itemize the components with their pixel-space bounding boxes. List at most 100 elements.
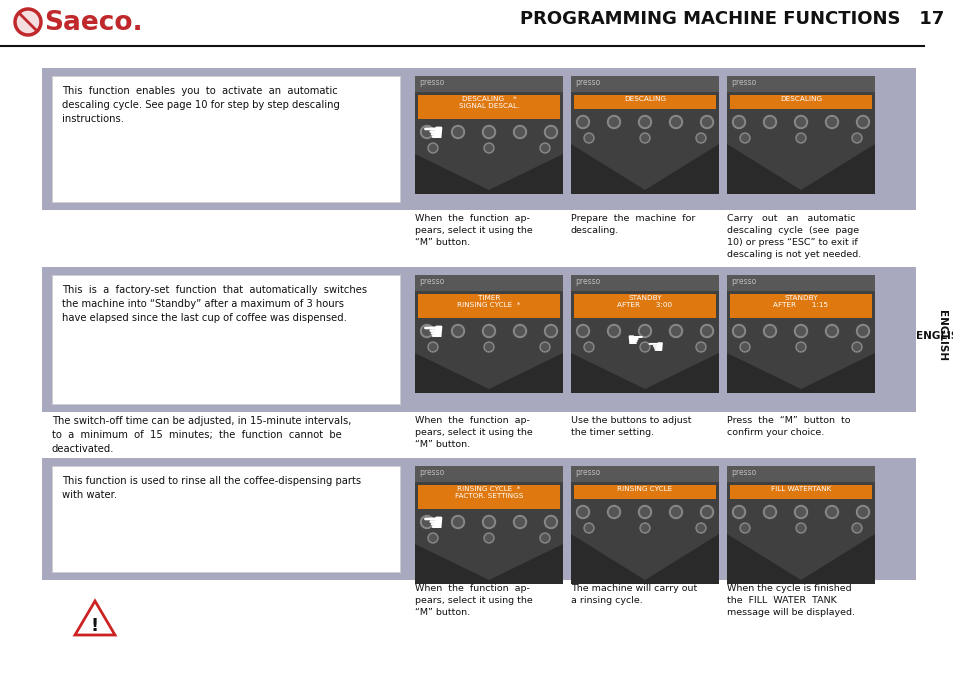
Circle shape [669, 324, 681, 337]
Circle shape [764, 507, 774, 516]
Text: When the cycle is finished
the  FILL  WATER  TANK
message will be displayed.: When the cycle is finished the FILL WATE… [726, 584, 854, 617]
Bar [729, 95, 871, 109]
Circle shape [429, 343, 436, 351]
Bar [729, 294, 871, 318]
Circle shape [671, 507, 679, 516]
Text: DESCALING: DESCALING [780, 96, 821, 102]
Bar [726, 275, 874, 393]
Bar [571, 76, 719, 194]
Circle shape [669, 505, 681, 518]
Text: ☚: ☚ [421, 512, 444, 536]
Circle shape [576, 505, 589, 518]
Bar [42, 267, 915, 412]
Circle shape [429, 145, 436, 151]
Circle shape [607, 116, 619, 129]
Circle shape [515, 518, 524, 526]
Circle shape [701, 118, 711, 127]
Circle shape [851, 342, 862, 352]
Circle shape [795, 342, 805, 352]
Circle shape [700, 505, 713, 518]
Text: When  the  function  ap-
pears, select it using the
“M” button.: When the function ap- pears, select it u… [415, 416, 532, 450]
Bar [417, 485, 559, 509]
Bar [415, 76, 562, 194]
Circle shape [484, 326, 493, 336]
Circle shape [482, 125, 495, 139]
Circle shape [853, 135, 860, 141]
Circle shape [851, 133, 862, 143]
Circle shape [671, 118, 679, 127]
Circle shape [638, 116, 651, 129]
Circle shape [639, 133, 649, 143]
Circle shape [541, 145, 548, 151]
Circle shape [700, 324, 713, 337]
Circle shape [764, 326, 774, 336]
Circle shape [583, 133, 594, 143]
Circle shape [578, 507, 587, 516]
Circle shape [734, 507, 742, 516]
Circle shape [15, 9, 41, 35]
Circle shape [546, 518, 555, 526]
Text: presso: presso [575, 78, 599, 87]
Circle shape [483, 143, 494, 153]
Bar [726, 76, 874, 194]
Text: ENGLISH: ENGLISH [936, 310, 946, 361]
Text: ☚: ☚ [421, 122, 444, 146]
Bar [415, 466, 562, 482]
Circle shape [639, 342, 649, 352]
Circle shape [858, 326, 866, 336]
Circle shape [796, 507, 804, 516]
Circle shape [539, 533, 550, 543]
Bar [417, 95, 559, 119]
Text: presso: presso [730, 78, 756, 87]
Circle shape [851, 523, 862, 533]
Circle shape [583, 342, 594, 352]
Circle shape [513, 516, 526, 528]
Circle shape [429, 534, 436, 542]
Bar [417, 294, 559, 318]
Text: ENGLISH: ENGLISH [916, 331, 953, 341]
Text: presso: presso [730, 468, 756, 477]
Circle shape [640, 524, 648, 532]
Circle shape [794, 324, 806, 337]
Circle shape [541, 343, 548, 351]
Circle shape [824, 324, 838, 337]
Bar [726, 466, 874, 584]
Circle shape [696, 342, 705, 352]
Circle shape [740, 343, 748, 351]
Bar [42, 68, 915, 210]
Text: PROGRAMMING MACHINE FUNCTIONS   17: PROGRAMMING MACHINE FUNCTIONS 17 [519, 10, 943, 28]
Circle shape [451, 324, 464, 337]
Text: ☚: ☚ [645, 339, 663, 357]
Text: presso: presso [575, 468, 599, 477]
Circle shape [453, 326, 462, 336]
Polygon shape [571, 534, 719, 584]
Bar [574, 485, 716, 499]
Circle shape [639, 326, 649, 336]
Text: TIMER
RINSING CYCLE  *: TIMER RINSING CYCLE * [456, 295, 520, 308]
Circle shape [671, 326, 679, 336]
Circle shape [796, 326, 804, 336]
Circle shape [515, 326, 524, 336]
Circle shape [700, 116, 713, 129]
Circle shape [607, 324, 619, 337]
Circle shape [485, 145, 492, 151]
Text: The switch-off time can be adjusted, in 15-minute intervals,
to  a  minimum  of : The switch-off time can be adjusted, in … [52, 416, 351, 454]
Circle shape [513, 324, 526, 337]
Circle shape [515, 127, 524, 137]
Bar [726, 76, 874, 92]
Circle shape [701, 326, 711, 336]
Circle shape [740, 524, 748, 532]
Text: The machine will carry out
a rinsing cycle.: The machine will carry out a rinsing cyc… [571, 584, 697, 605]
Bar [571, 275, 719, 393]
Circle shape [483, 533, 494, 543]
Circle shape [546, 326, 555, 336]
Circle shape [544, 324, 557, 337]
Polygon shape [726, 353, 874, 393]
Circle shape [732, 324, 744, 337]
Circle shape [638, 505, 651, 518]
Text: STANDBY
AFTER       3:00: STANDBY AFTER 3:00 [617, 295, 672, 308]
Circle shape [428, 342, 437, 352]
Circle shape [797, 135, 803, 141]
Polygon shape [571, 353, 719, 393]
Circle shape [541, 534, 548, 542]
